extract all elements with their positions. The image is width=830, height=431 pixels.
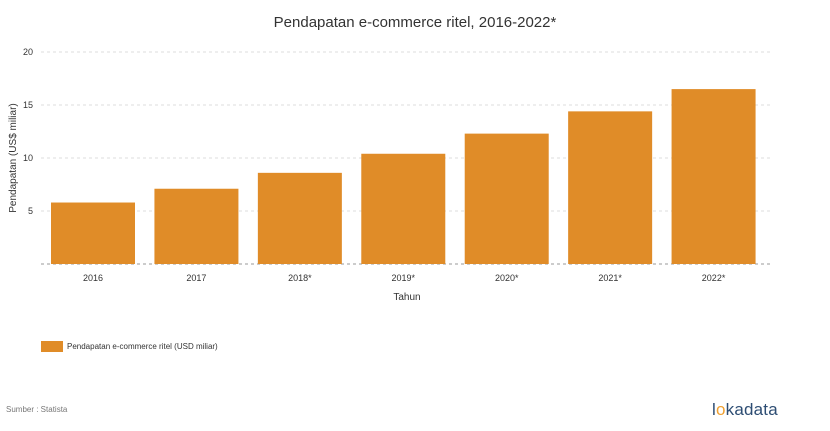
y-tick-label: 20	[23, 47, 33, 57]
y-tick-label: 5	[28, 206, 33, 216]
bar-2020[interactable]	[464, 133, 549, 264]
x-axis-label: Tahun	[393, 292, 420, 303]
y-tick-label: 15	[23, 100, 33, 110]
logo-rest: kadata	[725, 400, 778, 419]
source-note: Sumber : Statista	[6, 405, 68, 414]
x-tick-label: 2019*	[392, 273, 416, 283]
x-tick-label: 2017	[186, 273, 206, 283]
bar-2016[interactable]	[51, 202, 135, 264]
x-tick-label: 2022*	[702, 273, 726, 283]
y-tick-label: 10	[23, 153, 33, 163]
chart-title: Pendapatan e-commerce ritel, 2016-2022*	[273, 14, 557, 31]
y-tick-labels: 5 10 15 20	[23, 47, 33, 216]
logo-letter-l: l	[712, 400, 716, 419]
legend-label: Pendapatan e-commerce ritel (USD miliar)	[67, 342, 218, 351]
legend-swatch	[41, 341, 63, 352]
x-tick-label: 2020*	[495, 273, 519, 283]
bar-2019[interactable]	[361, 153, 446, 264]
bar-2018[interactable]	[257, 172, 342, 264]
x-tick-label: 2018*	[288, 273, 312, 283]
x-tick-label: 2021*	[598, 273, 622, 283]
bar-chart: 5 10 15 20 2016 2017 2018* 2019* 2020* 2021* 2022…	[8, 47, 773, 303]
bar-2017[interactable]	[154, 188, 239, 264]
x-tick-label: 2016	[83, 273, 103, 283]
bar-2022[interactable]	[671, 89, 756, 264]
legend[interactable]: Pendapatan e-commerce ritel (USD miliar)	[41, 341, 218, 352]
y-axis-label: Pendapatan (US$ miliar)	[8, 103, 19, 213]
lokadata-logo[interactable]: lokadata	[712, 400, 778, 420]
logo-letter-o: o	[715, 400, 726, 419]
bar-2021[interactable]	[568, 111, 653, 264]
bars	[51, 89, 756, 264]
x-tick-labels: 2016 2017 2018* 2019* 2020* 2021* 2022*	[83, 273, 726, 283]
